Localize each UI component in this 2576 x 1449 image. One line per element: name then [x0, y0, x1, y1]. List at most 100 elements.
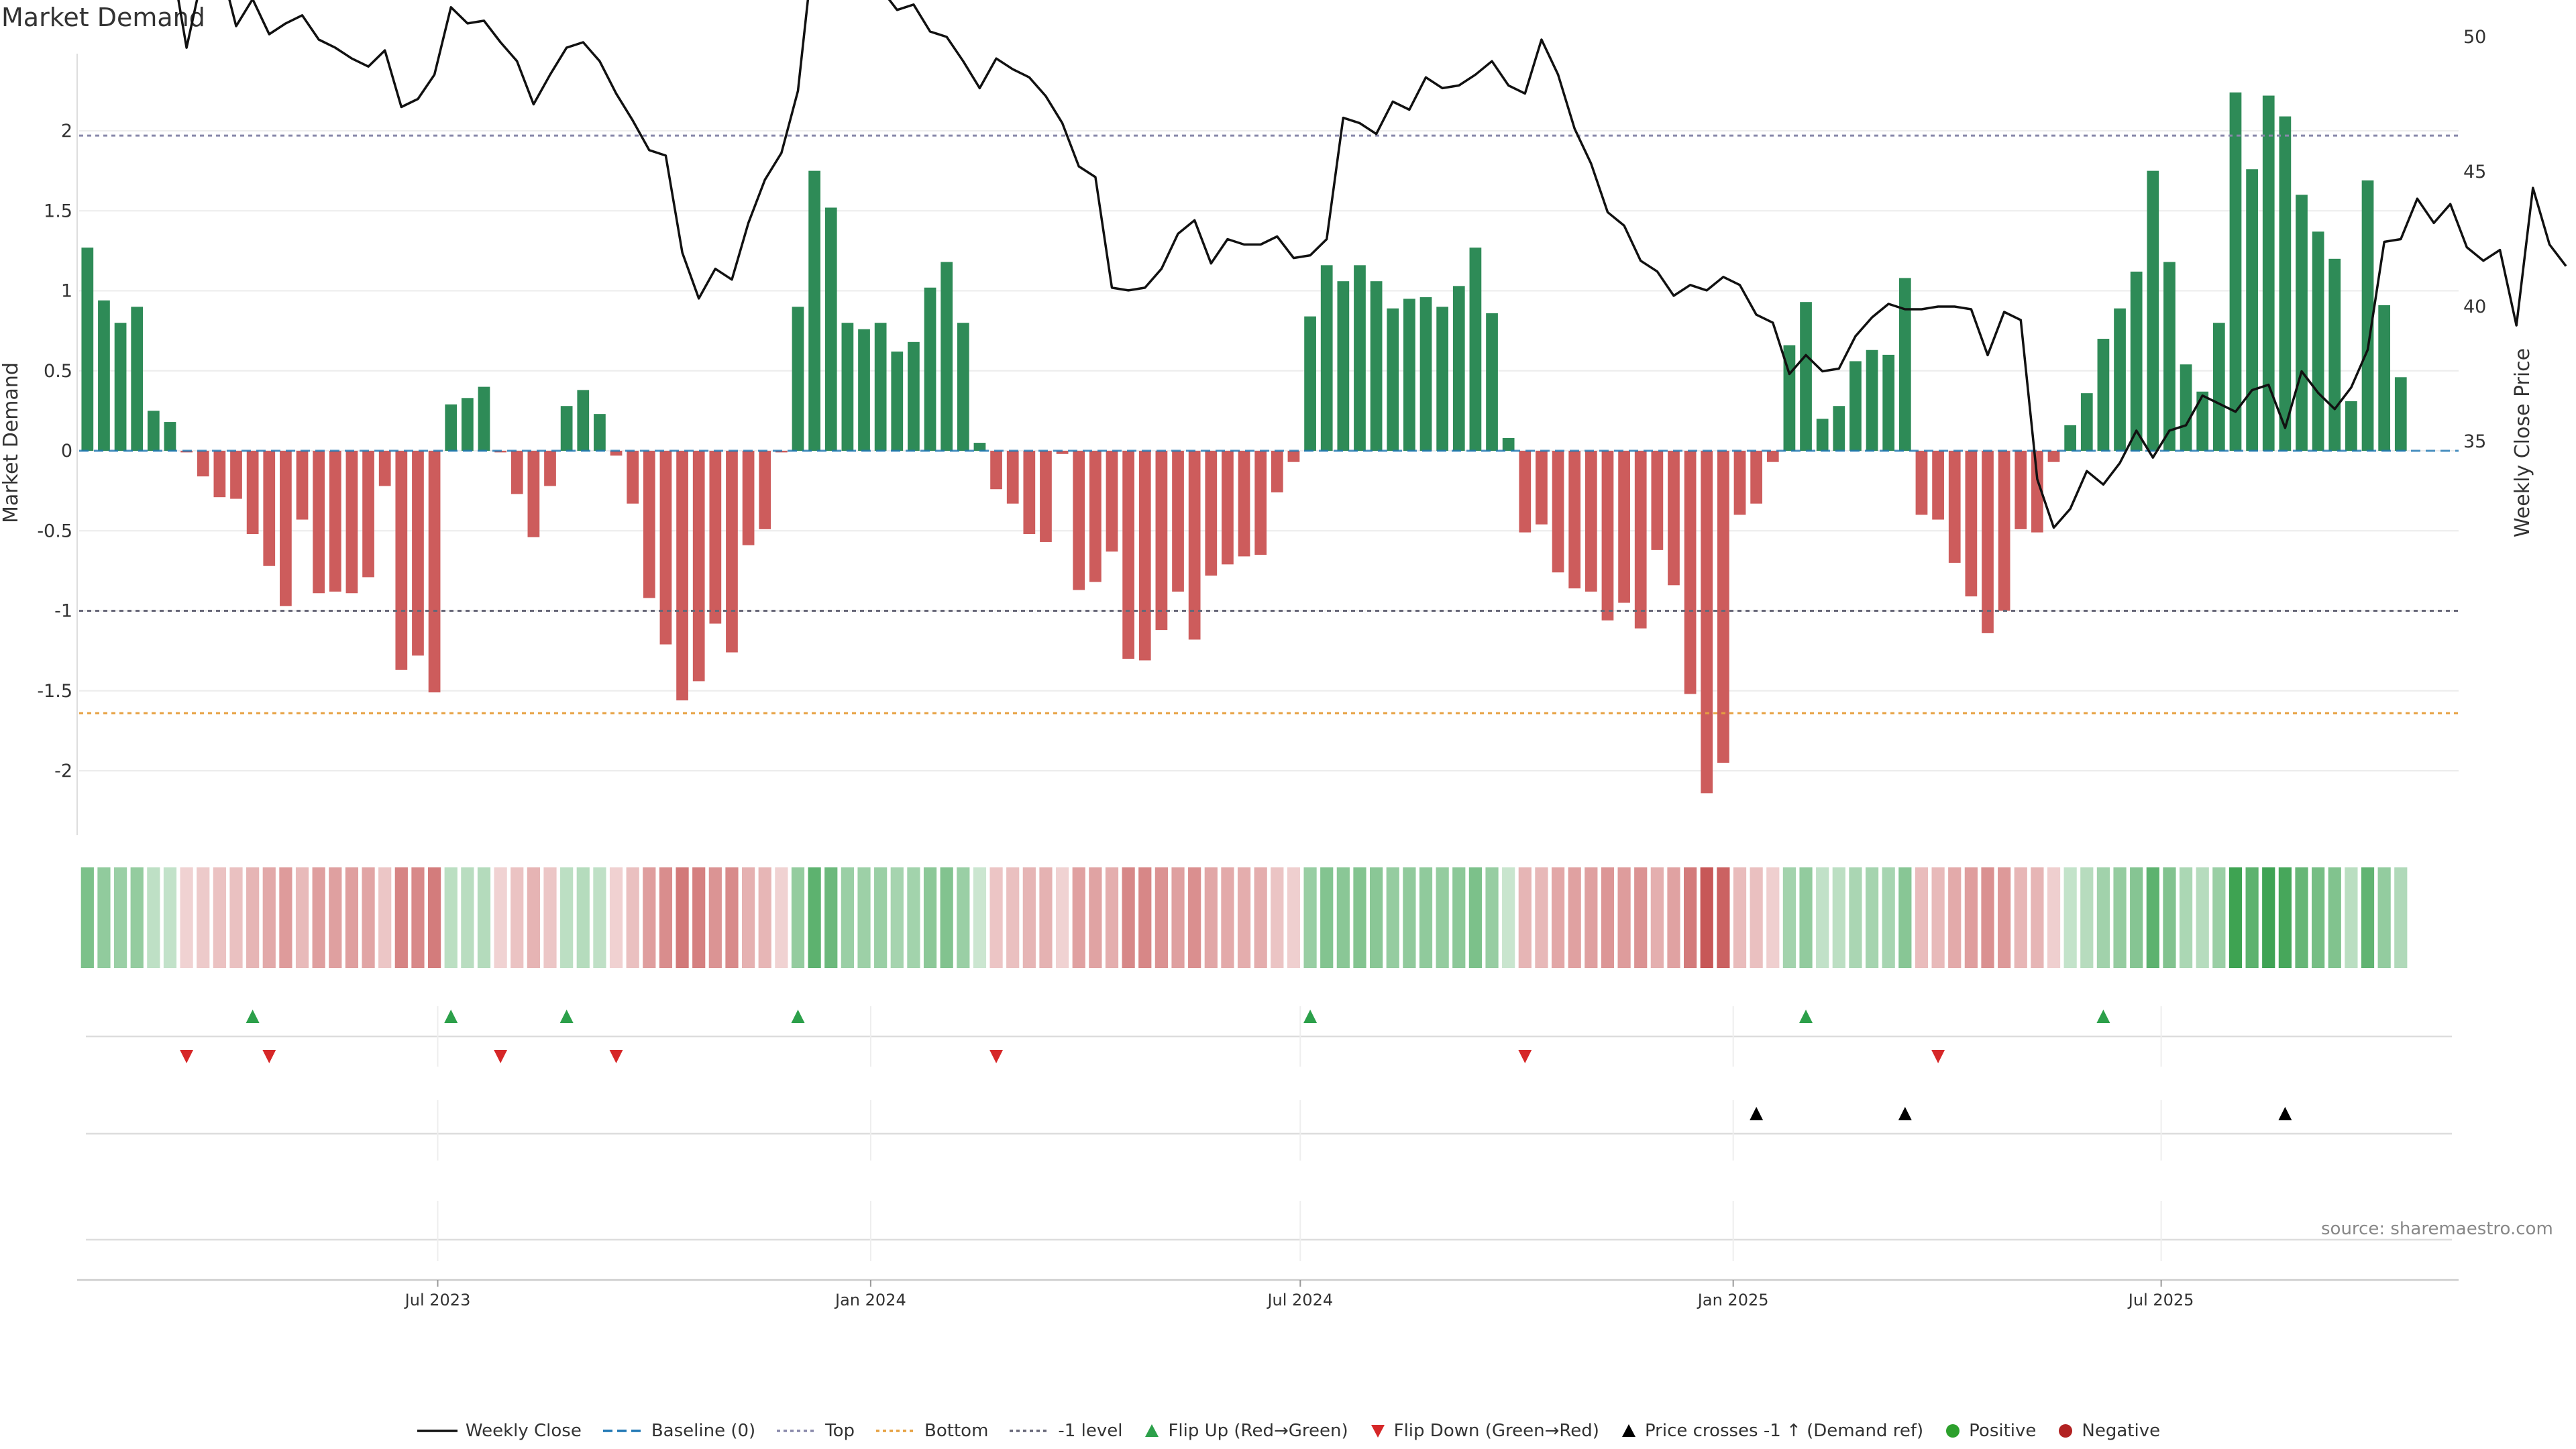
y-axis-label: Market Demand	[0, 362, 23, 523]
demand-bar	[1354, 265, 1366, 451]
demand-bar	[1138, 451, 1151, 661]
heat-cell	[2130, 867, 2143, 968]
demand-bar	[1452, 286, 1465, 451]
demand-bar	[345, 451, 358, 594]
demand-bar	[990, 451, 1002, 490]
heat-cell	[494, 867, 507, 968]
heat-cell	[2377, 867, 2391, 968]
demand-bar	[428, 451, 441, 693]
demand-bar	[1254, 451, 1267, 555]
demand-bar	[577, 390, 590, 451]
y-tick-label: 1.5	[44, 201, 72, 221]
heat-cell	[841, 867, 854, 968]
legend-swatch	[2059, 1424, 2073, 1438]
demand-bar	[908, 341, 920, 451]
heat-cell	[362, 867, 375, 968]
heat-cell	[1419, 867, 1433, 968]
demand-bar	[1552, 451, 1564, 573]
demand-bar	[2246, 169, 2258, 451]
demand-bar	[742, 451, 755, 545]
demand-bar	[2262, 95, 2275, 451]
demand-bar	[1965, 451, 1978, 597]
demand-bar	[296, 451, 309, 520]
legend-swatch	[1371, 1425, 1385, 1438]
heat-cell	[1237, 867, 1251, 968]
demand-bar	[1222, 451, 1234, 565]
heat-cell	[213, 867, 226, 968]
heat-cell	[593, 867, 606, 968]
demand-bar	[2080, 393, 2093, 451]
price-cross-marker	[2278, 1107, 2292, 1120]
demand-bar	[131, 307, 144, 451]
heat-cell	[1750, 867, 1763, 968]
legend-item: Flip Up (Red→Green)	[1142, 1421, 1348, 1441]
heat-cell	[1882, 867, 1895, 968]
demand-bar	[676, 451, 688, 701]
demand-bar	[147, 411, 160, 451]
demand-bar	[973, 443, 986, 451]
heat-cell	[725, 867, 739, 968]
demand-bar	[1882, 354, 1895, 451]
heat-cell	[279, 867, 292, 968]
x-tick-label: Jan 2024	[834, 1291, 906, 1309]
heat-cell	[180, 867, 193, 968]
demand-bar	[874, 323, 887, 451]
demand-bar	[841, 323, 854, 451]
demand-bar	[1155, 451, 1168, 631]
heat-cell	[1138, 867, 1152, 968]
heat-cell	[80, 867, 94, 968]
demand-bar	[2064, 425, 2077, 451]
heat-cell	[1436, 867, 1449, 968]
demand-bar	[759, 451, 771, 529]
demand-bar	[1073, 451, 1085, 590]
demand-bar	[445, 404, 458, 451]
demand-bar	[1536, 451, 1548, 525]
axes-layer: 21.510.50-0.5-1-1.5-25550454035	[37, 27, 2486, 835]
heat-cell	[1221, 867, 1234, 968]
heat-cell	[1105, 867, 1119, 968]
heat-cell	[2212, 867, 2226, 968]
demand-bar	[412, 451, 424, 656]
y2-tick-label: 40	[2463, 297, 2486, 317]
demand-bar	[478, 386, 490, 451]
heat-cell	[411, 867, 425, 968]
demand-bar	[1519, 451, 1532, 533]
flip-up-marker	[1303, 1010, 1318, 1023]
demand-bar	[213, 451, 226, 498]
demand-bar	[1684, 451, 1697, 694]
y2-tick-label: 35	[2463, 431, 2486, 452]
heat-cell	[1271, 867, 1284, 968]
circle-icon	[2059, 1424, 2073, 1438]
legend-label: -1 level	[1058, 1421, 1123, 1441]
y2-tick-label: 45	[2463, 162, 2486, 182]
demand-bar	[858, 329, 870, 451]
source-note: source: sharemaestro.com	[2321, 1219, 2553, 1239]
demand-bar	[197, 451, 209, 477]
heat-cell	[741, 867, 755, 968]
triangle-down-icon	[1371, 1425, 1385, 1438]
flip-down-marker	[609, 1050, 623, 1063]
heat-cell	[1585, 867, 1598, 968]
heat-cell	[2014, 867, 2027, 968]
legend-item: -1 level	[1008, 1421, 1122, 1441]
heat-cell	[2196, 867, 2209, 968]
heat-cell	[1370, 867, 1383, 968]
heat-cell	[1601, 867, 1615, 968]
heat-cell	[2096, 867, 2110, 968]
x-tick-label: Jul 2025	[2127, 1291, 2194, 1309]
legend-item: Positive	[1943, 1421, 2036, 1441]
heat-cell	[2063, 867, 2077, 968]
legend-swatch	[1145, 1424, 1159, 1437]
demand-bar	[2361, 180, 2374, 451]
flip-down-marker	[1931, 1050, 1945, 1063]
legend-label: Bottom	[924, 1421, 989, 1441]
legend-item: Weekly Close	[416, 1421, 582, 1441]
heat-cell	[329, 867, 342, 968]
legend-label: Weekly Close	[465, 1421, 582, 1441]
demand-bar	[726, 451, 738, 653]
legend-swatch	[1621, 1424, 1635, 1437]
demand-bar	[246, 451, 259, 535]
chart-legend: Weekly Close Baseline (0) Top Bottom -1 leve…	[0, 1421, 2576, 1441]
heat-cell	[1700, 867, 1713, 968]
